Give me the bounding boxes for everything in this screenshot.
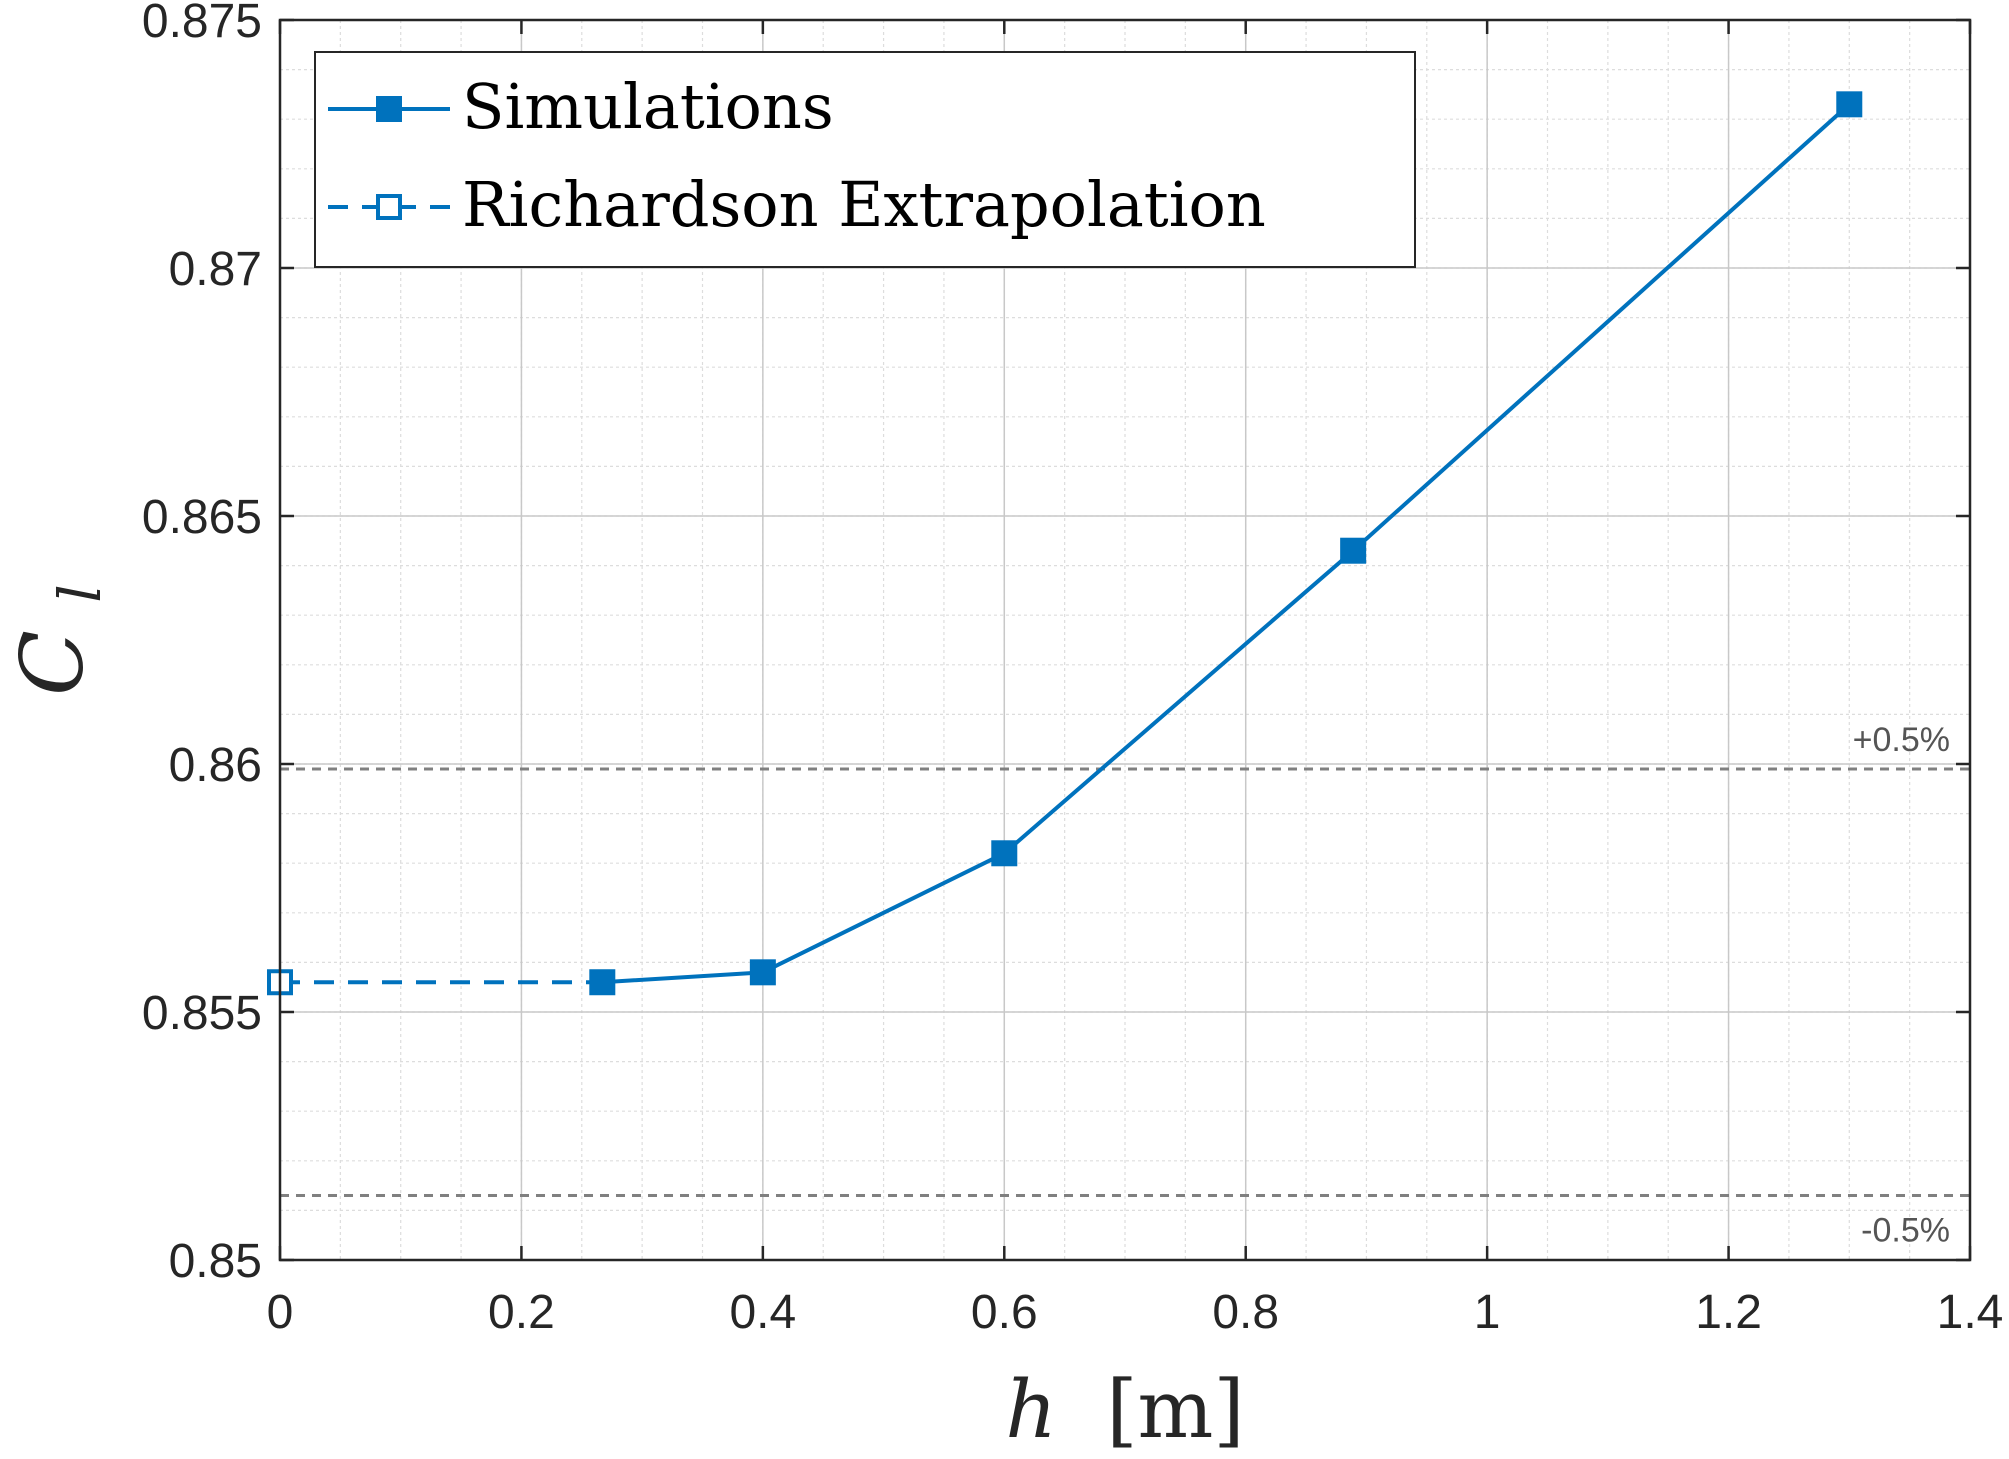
x-tick-label: 1.2: [1695, 1286, 1762, 1339]
x-tick-label: 1.4: [1937, 1286, 2004, 1339]
plot-area-frame: [278, 18, 1972, 1262]
x-tick-label: 1: [1474, 1286, 1501, 1339]
data-point-marker: [991, 840, 1018, 867]
legend-box: [314, 51, 1416, 268]
y-tick-label: 0.86: [169, 739, 262, 792]
legend-richardson-label: Richardson Extrapolation: [462, 168, 1266, 241]
x-tick-label: 0.2: [488, 1286, 555, 1339]
x-tick-label: 0.8: [1212, 1286, 1279, 1339]
y-tick-label: 0.87: [169, 243, 262, 296]
reference-line-label: -0.5%: [1861, 1212, 1950, 1250]
x-tick-label: 0.4: [729, 1286, 796, 1339]
x-axis-label: h [m]: [1005, 1363, 1244, 1456]
legend-simulations-marker: [376, 96, 402, 122]
y-tick-label: 0.865: [142, 491, 262, 544]
y-tick-label: 0.855: [142, 987, 262, 1040]
y-axis-subscript: l: [46, 584, 114, 603]
y-tick-label: 0.875: [142, 0, 262, 48]
legend-simulations-label: Simulations: [462, 70, 834, 143]
reference-line-label: +0.5%: [1853, 721, 1950, 759]
x-axis-unit: [m]: [1106, 1363, 1244, 1456]
legend: Simulations Richardson Extrapolation: [314, 51, 1416, 268]
data-point-marker: [1836, 91, 1863, 118]
y-axis-label: C l: [3, 584, 114, 696]
series: [267, 91, 1863, 996]
x-axis-variable: h: [1005, 1363, 1057, 1456]
y-axis-variable: C: [3, 630, 103, 696]
reference-lines: +0.5% -0.5%: [280, 721, 1970, 1250]
data-point-marker: [1340, 537, 1367, 564]
data-point-marker: [589, 969, 616, 996]
ticks: 0 0.2 0.4 0.6 0.8 1 1.2 1.4 0.85 0.855 0.86 0.865 0.…: [142, 0, 2003, 1339]
legend-richardson-marker: [376, 194, 402, 220]
y-tick-label: 0.85: [169, 1235, 262, 1288]
x-tick-label: 0: [267, 1286, 294, 1339]
data-point-marker: [749, 959, 776, 986]
x-tick-label: 0.6: [971, 1286, 1038, 1339]
